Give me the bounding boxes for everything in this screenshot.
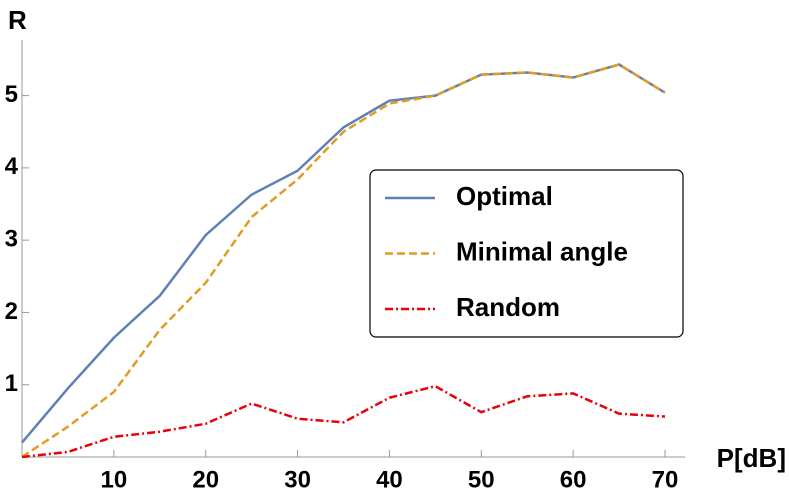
x-tick-label: 60	[560, 466, 587, 493]
y-tick-label: 4	[5, 153, 19, 180]
y-tick-label: 1	[5, 370, 18, 397]
y-tick-label: 5	[5, 81, 18, 108]
legend-label: Minimal angle	[456, 236, 628, 266]
x-tick-label: 70	[652, 466, 679, 493]
y-tick-label: 2	[5, 298, 18, 325]
y-tick-label: 3	[5, 226, 18, 253]
data-line	[21, 63, 666, 459]
x-axis-label: P[dB]	[717, 443, 786, 473]
x-tick-label: 20	[192, 466, 219, 493]
x-tick-label: 40	[376, 466, 403, 493]
data-line	[21, 384, 666, 459]
x-tick-label: 50	[468, 466, 495, 493]
legend-label: Random	[456, 292, 560, 322]
x-tick-label: 30	[284, 466, 311, 493]
legend-label: Optimal	[456, 181, 553, 211]
x-tick-label: 10	[101, 466, 128, 493]
legend: Optimal Minimal angle Random	[369, 169, 684, 338]
y-axis-label: R	[8, 5, 27, 35]
legend-box	[369, 169, 684, 338]
